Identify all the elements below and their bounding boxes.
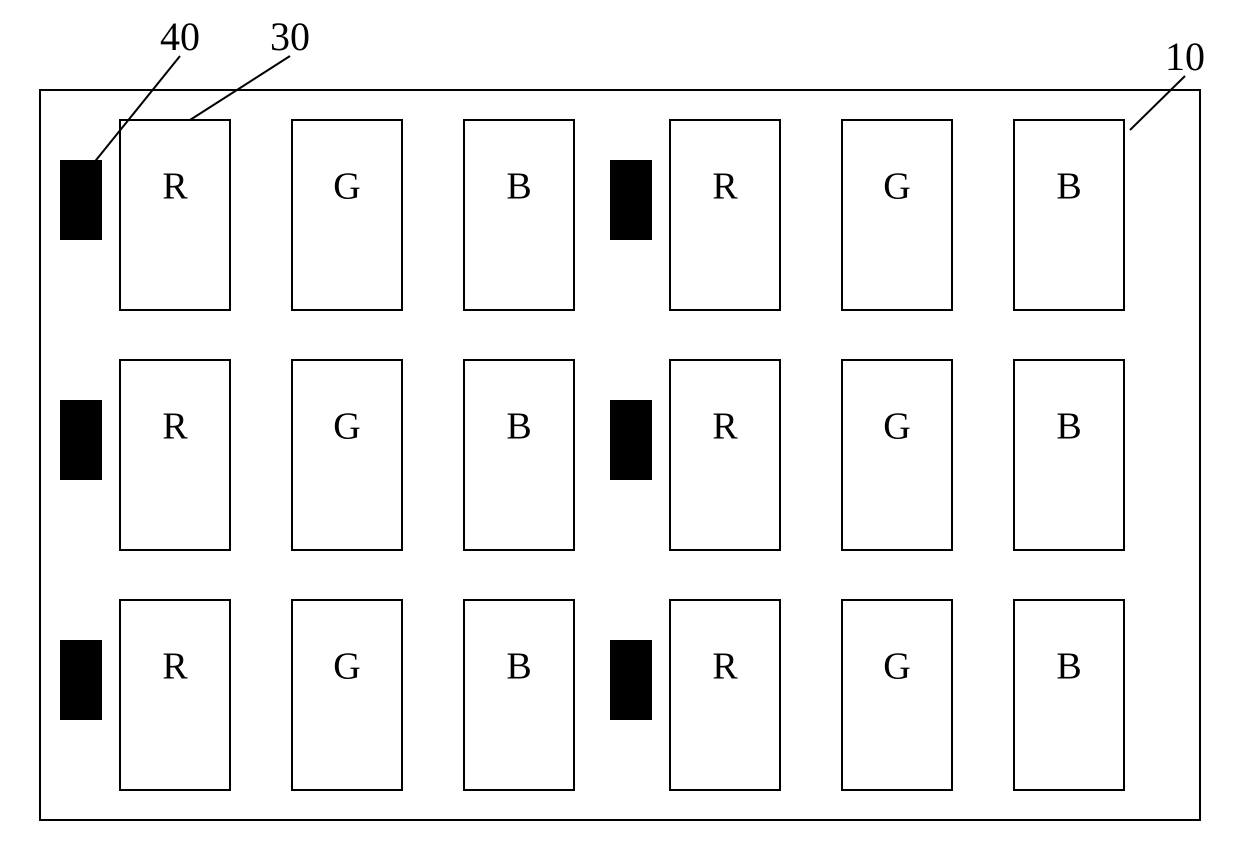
pixel-label: G [333,646,360,688]
pixel-label: R [712,166,738,208]
pixel-label: G [333,166,360,208]
sensor-block [610,160,652,240]
pixel-label: B [1056,406,1081,448]
callout-label: 10 [1165,34,1205,79]
pixel-label: R [712,406,738,448]
sensor-block [60,640,102,720]
pixel-label: G [333,406,360,448]
pixel-label: B [1056,166,1081,208]
pixel-label: G [883,166,910,208]
callout-label: 40 [160,14,200,59]
pixel-label: R [712,646,738,688]
callout-label: 30 [270,14,310,59]
pixel-label: R [162,406,188,448]
pixel-label: B [1056,646,1081,688]
pixel-label: R [162,646,188,688]
pixel-label: B [506,406,531,448]
pixel-label: B [506,166,531,208]
sensor-block [60,400,102,480]
sensor-block [60,160,102,240]
sensor-block [610,400,652,480]
pixel-label: B [506,646,531,688]
sensor-block [610,640,652,720]
pixel-label: G [883,406,910,448]
pixel-label: G [883,646,910,688]
pixel-label: R [162,166,188,208]
